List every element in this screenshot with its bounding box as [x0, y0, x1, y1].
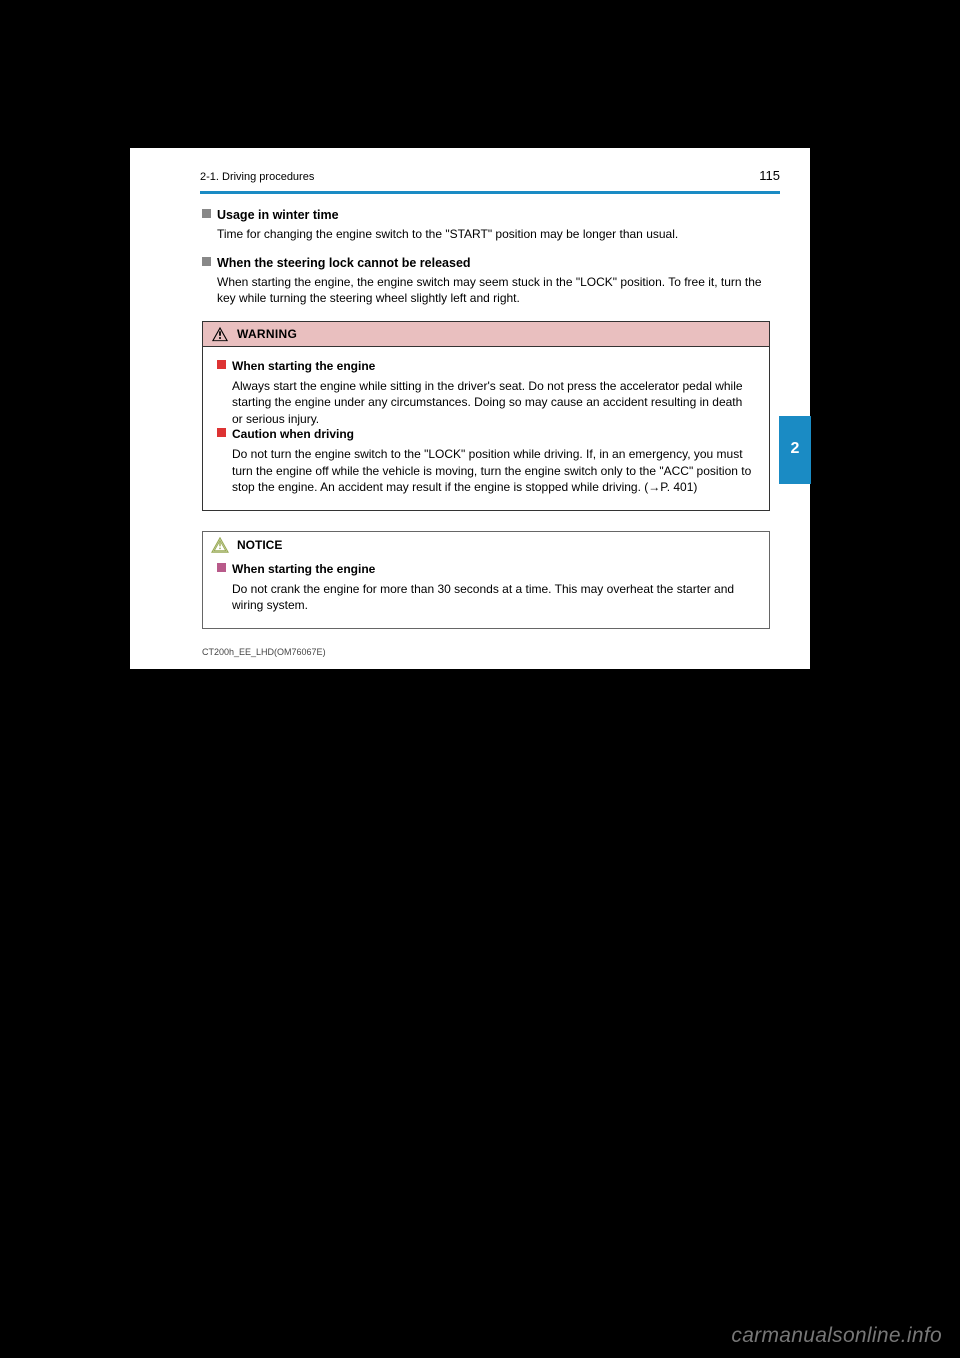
info-heading: When the steering lock cannot be release…: [202, 256, 770, 270]
warning-body: When starting the engine Always start th…: [203, 347, 769, 510]
warning-title: WARNING: [237, 327, 297, 341]
info-item: Usage in winter time Time for changing t…: [202, 208, 770, 242]
page-header: 2-1. Driving procedures 115: [130, 148, 810, 191]
chapter-tab: 2: [779, 416, 811, 484]
warning-item-heading-text: Caution when driving: [232, 427, 354, 441]
info-heading: Usage in winter time: [202, 208, 770, 222]
page-content: Usage in winter time Time for changing t…: [130, 208, 810, 629]
info-body: When starting the engine, the engine swi…: [217, 274, 770, 306]
notice-item-heading: When starting the engine: [217, 562, 755, 576]
info-heading-text: Usage in winter time: [217, 208, 339, 222]
notice-triangle-icon: [211, 537, 229, 553]
warning-item: When starting the engine Always start th…: [217, 359, 755, 428]
bullet-icon: [217, 360, 226, 369]
warning-item-heading: When starting the engine: [217, 359, 755, 373]
manual-page: 2-1. Driving procedures 115 Usage in win…: [130, 148, 810, 669]
bullet-icon: [202, 209, 211, 218]
notice-box: NOTICE When starting the engine Do not c…: [202, 531, 770, 629]
info-body: Time for changing the engine switch to t…: [217, 226, 770, 242]
warning-item: Caution when driving Do not turn the eng…: [217, 427, 755, 496]
page-number: 115: [759, 168, 780, 183]
section-label: 2-1. Driving procedures: [200, 171, 322, 183]
warning-triangle-icon: [211, 326, 229, 342]
warning-item-body: Always start the engine while sitting in…: [232, 378, 755, 428]
header-rule: [200, 191, 780, 194]
notice-header: NOTICE: [203, 532, 769, 558]
bullet-icon: [217, 428, 226, 437]
notice-item: When starting the engine Do not crank th…: [217, 562, 755, 614]
warning-box: WARNING When starting the engine Always …: [202, 321, 770, 511]
model-code: CT200h_EE_LHD(OM76067E): [202, 647, 326, 657]
warning-item-body: Do not turn the engine switch to the "LO…: [232, 446, 755, 496]
bullet-icon: [202, 257, 211, 266]
watermark: carmanualsonline.info: [731, 1324, 942, 1348]
notice-item-body: Do not crank the engine for more than 30…: [232, 581, 755, 614]
warning-item-heading-text: When starting the engine: [232, 359, 375, 373]
warning-header: WARNING: [203, 322, 769, 347]
notice-body: When starting the engine Do not crank th…: [203, 558, 769, 628]
notice-title: NOTICE: [237, 538, 282, 552]
info-item: When the steering lock cannot be release…: [202, 256, 770, 306]
chapter-number: 2: [791, 440, 800, 458]
notice-item-heading-text: When starting the engine: [232, 562, 375, 576]
bullet-icon: [217, 563, 226, 572]
info-heading-text: When the steering lock cannot be release…: [217, 256, 471, 270]
warning-item-heading: Caution when driving: [217, 427, 755, 441]
